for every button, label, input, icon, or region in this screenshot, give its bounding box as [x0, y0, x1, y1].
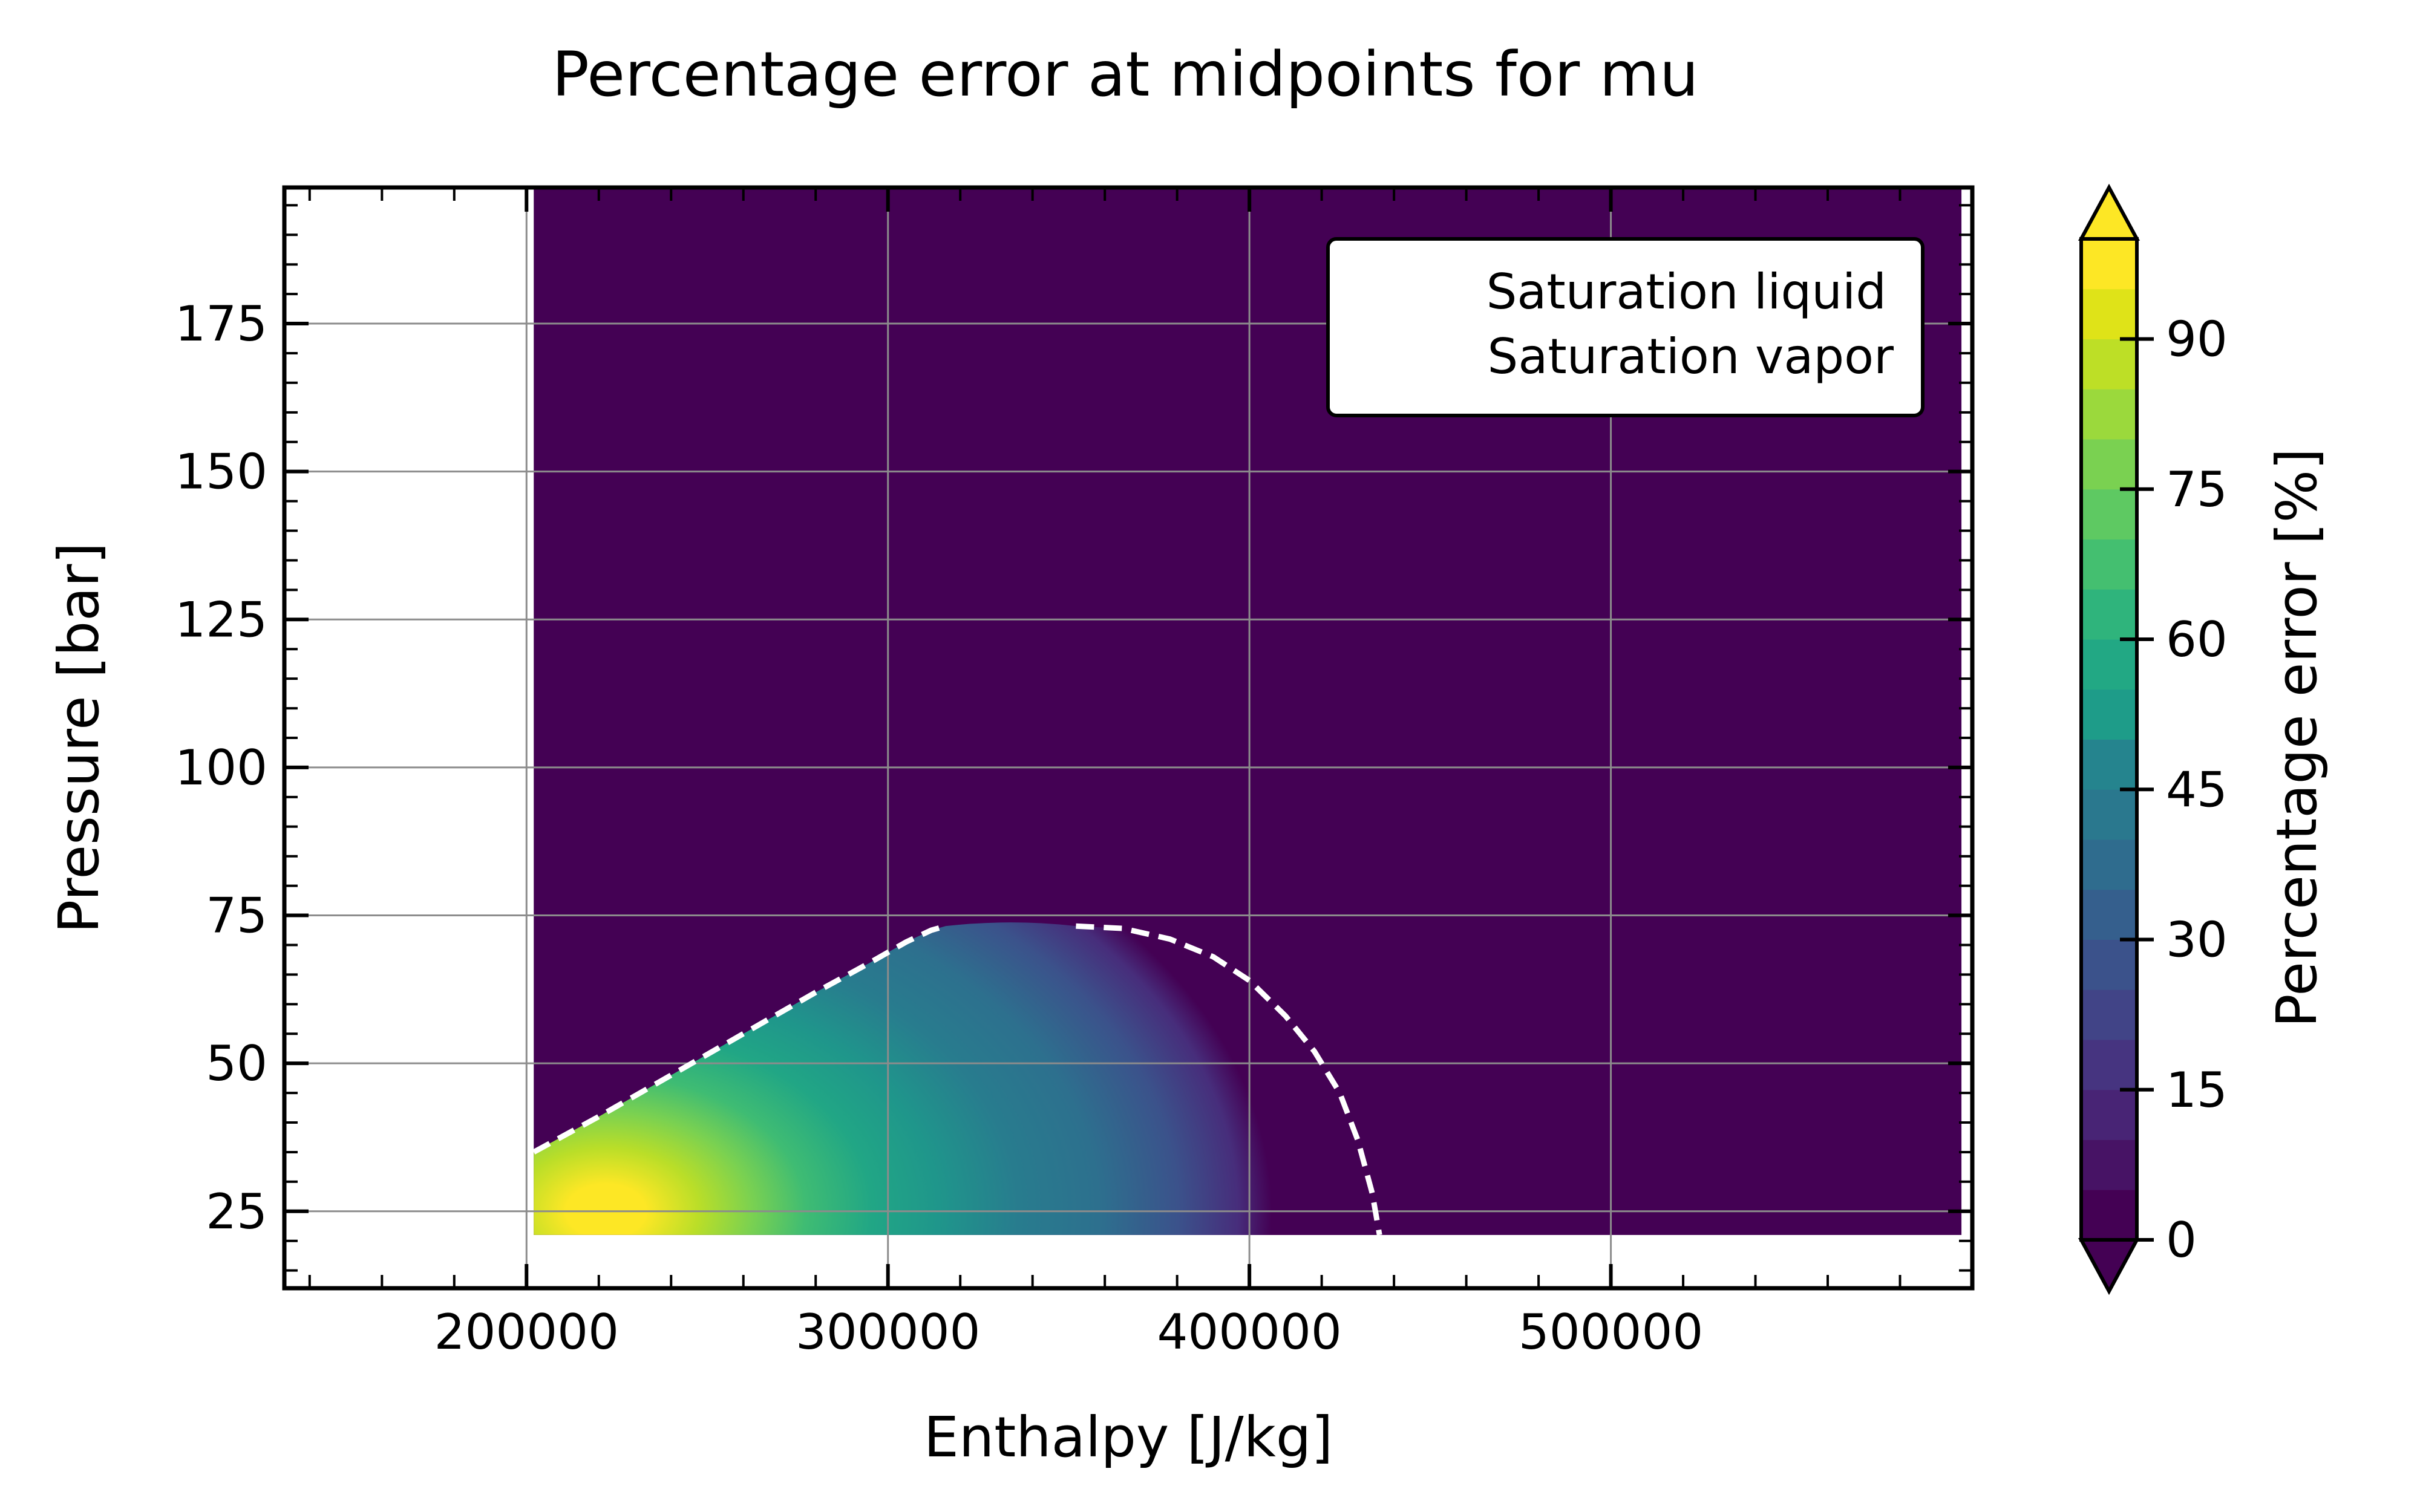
colorbar-band-8	[2081, 789, 2137, 840]
saturation-liquid-curve	[532, 923, 947, 1155]
grid-x	[525, 187, 1612, 1288]
y-tick-label-2: 75	[206, 888, 267, 944]
colorbar-band-2	[2081, 1089, 2137, 1140]
colorbar-frame	[2079, 237, 2139, 1242]
colorbar-band-11	[2081, 639, 2137, 690]
colorbar-band-10	[2081, 689, 2137, 740]
colorbar-band-7	[2081, 839, 2137, 890]
y-tick-labels: 25 50 75 100 125 150 175	[175, 296, 267, 1240]
y-tick-label-0: 25	[206, 1184, 267, 1240]
y-axis-label: Pressure [bar]	[47, 543, 111, 933]
colorbar-tick-label-0: 0	[2166, 1212, 2197, 1268]
y-tick-label-3: 100	[175, 740, 267, 796]
colorbar-band-16	[2081, 389, 2137, 440]
colorbar-tick-label-3: 45	[2166, 761, 2228, 818]
colorbar-extend-max	[2078, 183, 2140, 241]
colorbar-tick-label-5: 75	[2166, 461, 2228, 518]
error-contour-field	[534, 922, 1380, 1235]
colorbar-band-18	[2081, 288, 2137, 339]
colorbar-band-13	[2081, 539, 2137, 590]
colorbar-band-5	[2081, 939, 2137, 990]
axis-ticks	[284, 187, 1974, 1288]
colorbar-band-17	[2081, 339, 2137, 389]
colorbar-band-15	[2081, 439, 2137, 490]
colorbar-band-1	[2081, 1139, 2137, 1190]
colorbar-extend-min	[2078, 1238, 2140, 1295]
colorbar-band-12	[2081, 589, 2137, 640]
y-tick-label-6: 175	[175, 296, 267, 352]
colorbar-tick-label-2: 30	[2166, 912, 2228, 968]
colorbar-bands	[2081, 239, 2137, 1240]
x-tick-label-3: 500000	[1519, 1304, 1703, 1360]
colorbar: 0 15 30 45 60 75 90 Percentage error [%]	[2078, 183, 2329, 1295]
colorbar-band-9	[2081, 739, 2137, 790]
colorbar-tick-label-4: 60	[2166, 611, 2228, 668]
x-tick-labels: 200000 300000 400000 500000	[434, 1304, 1704, 1360]
colorbar-label: Percentage error [%]	[2265, 448, 2329, 1028]
colorbar-band-3	[2081, 1040, 2137, 1090]
x-axis-label: Enthalpy [J/kg]	[924, 1405, 1333, 1470]
chart-title: Percentage error at midpoints for mu	[552, 39, 1698, 111]
colorbar-band-6	[2081, 889, 2137, 940]
colorbar-band-0	[2081, 1190, 2137, 1240]
colorbar-tick-label-6: 90	[2166, 311, 2228, 368]
legend-label-liquid: Saturation liquid	[1486, 264, 1886, 320]
colorbar-ticks: 0 15 30 45 60 75 90	[2120, 311, 2228, 1268]
x-tick-label-1: 300000	[796, 1304, 980, 1360]
y-tick-label-5: 150	[175, 444, 267, 500]
colorbar-band-4	[2081, 989, 2137, 1040]
colorbar-band-19	[2081, 239, 2137, 290]
y-tick-label-4: 125	[175, 591, 267, 648]
colorbar-band-14	[2081, 489, 2137, 539]
legend: Saturation liquid Saturation vapor	[1326, 237, 1925, 417]
saturation-vapor-curve	[1076, 923, 1382, 1236]
legend-box	[1326, 237, 1925, 417]
x-tick-label-2: 400000	[1157, 1304, 1341, 1360]
colorbar-tick-label-1: 15	[2166, 1062, 2228, 1118]
y-tick-label-1: 50	[206, 1035, 267, 1092]
legend-label-vapor: Saturation vapor	[1488, 328, 1894, 385]
x-tick-label-0: 200000	[434, 1304, 619, 1360]
